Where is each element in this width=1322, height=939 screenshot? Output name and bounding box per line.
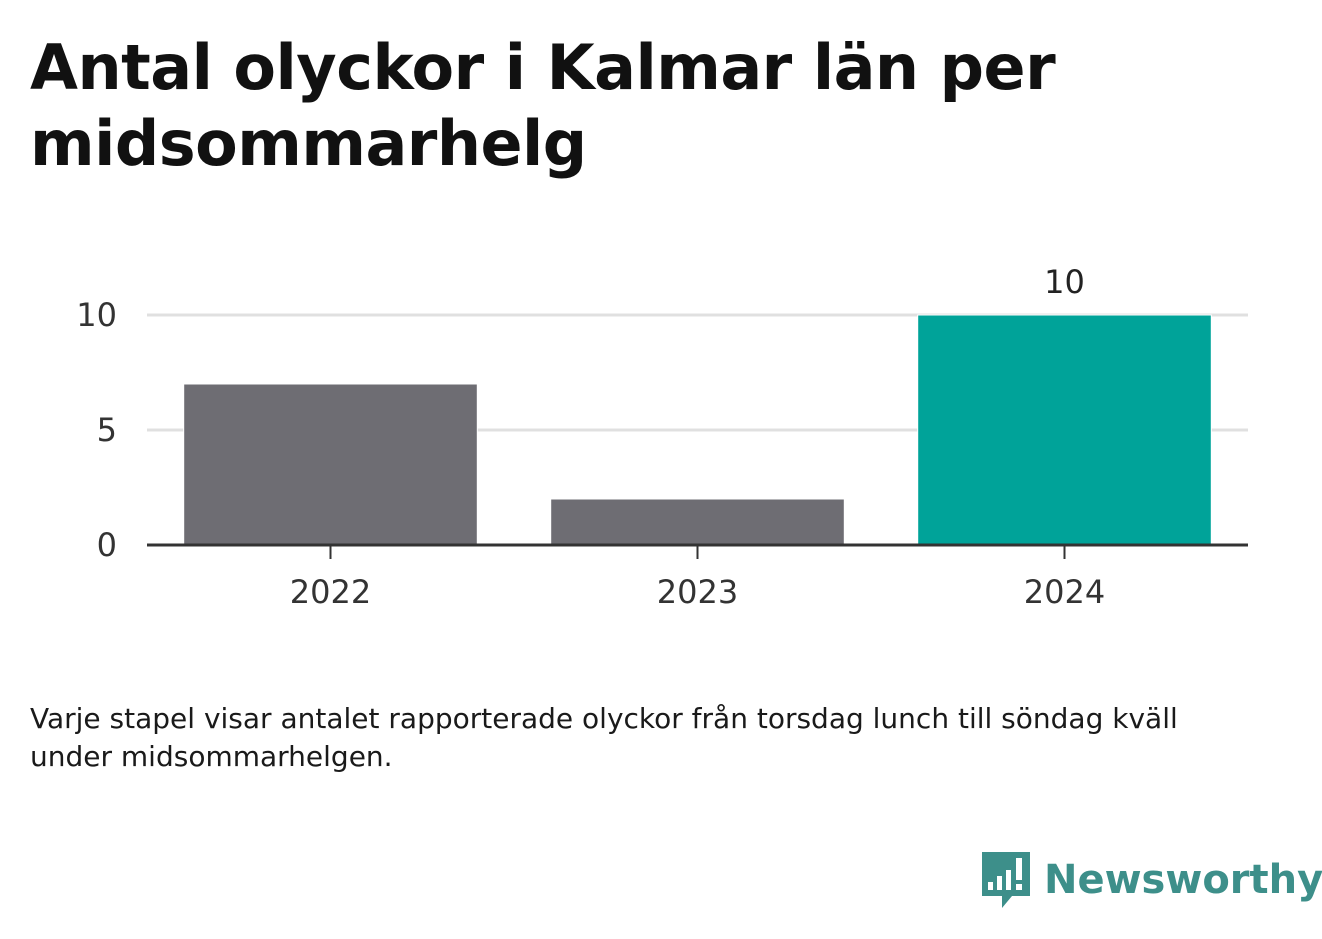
bar (917, 314, 1212, 546)
chart-title: Antal olyckor i Kalmar län per midsommar… (30, 31, 1056, 180)
y-axis-labels: 0 5 10 (76, 296, 117, 564)
x-tick-label: 2024 (1024, 573, 1105, 611)
y-tick-label: 5 (97, 411, 117, 449)
newsworthy-logo-icon (982, 852, 1030, 908)
chart-note: Varje stapel visar antalet rapporterade … (30, 702, 1178, 773)
x-tick-label: 2023 (657, 573, 738, 611)
brand-name: Newsworthy (1044, 857, 1322, 903)
bar (183, 383, 478, 546)
brand: Newsworthy (980, 850, 1322, 910)
x-tick-label: 2022 (290, 573, 371, 611)
data-label: 10 (1044, 263, 1085, 301)
bar-chart: 0 5 10 2022 2023 2024 10 (76, 263, 1248, 611)
y-tick-label: 0 (97, 526, 117, 564)
data-labels: 10 (1044, 263, 1085, 301)
bars (183, 314, 1212, 546)
x-axis: 2022 2023 2024 (147, 543, 1248, 611)
bar (550, 498, 845, 546)
y-tick-label: 10 (76, 296, 117, 334)
